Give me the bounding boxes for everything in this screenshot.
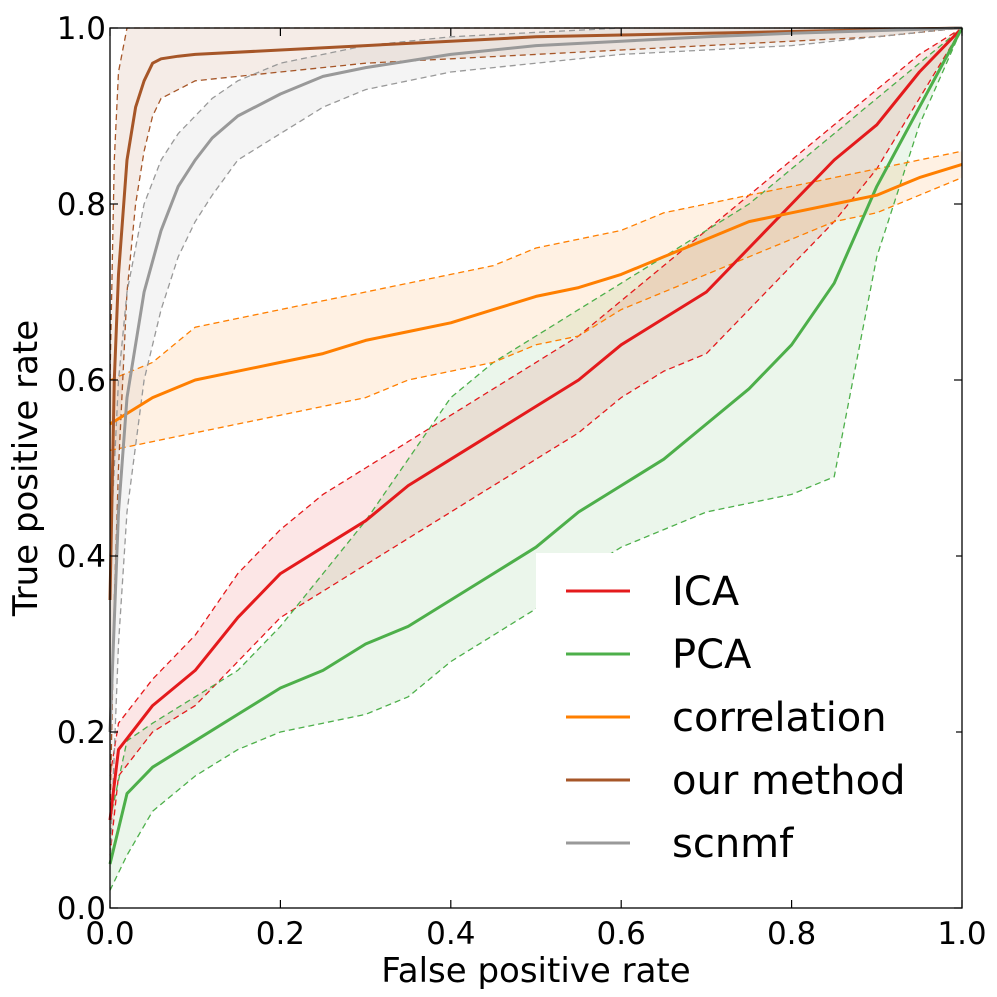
series-lines [108, 26, 964, 865]
scnmf-upper-bound [109, 27, 962, 557]
axis-ticks: 0.0 0.2 0.4 0.6 0.8 1.0 0.0 0.2 0.4 0.6 0.8 1.0 [57, 11, 987, 952]
legend-box [536, 553, 956, 898]
y-tick-label: 1.0 [57, 11, 106, 47]
x-tick-label: 0.6 [597, 916, 646, 952]
correlation-lower-bound [109, 176, 963, 452]
confidence-bands [110, 28, 962, 891]
our-method-line [108, 26, 963, 601]
x-tick-label: 0.0 [85, 916, 134, 952]
scnmf-line [108, 26, 963, 733]
y-axis-label: True positive rate [6, 320, 46, 617]
legend: ICA PCA correlation our method scnmf [536, 553, 956, 898]
correlation-band [110, 151, 962, 451]
legend-label-ica: ICA [672, 569, 740, 615]
y-tick-label: 0.4 [57, 539, 106, 575]
ica-lower-bound [109, 27, 963, 856]
legend-label-correlation: correlation [672, 695, 887, 741]
our-method-lower-bound [109, 27, 963, 821]
correlation-line [109, 162, 963, 426]
x-tick-label: 0.2 [256, 916, 305, 952]
x-axis-label: False positive rate [381, 951, 690, 991]
plot-frame [109, 27, 963, 909]
correlation-upper-bound [109, 150, 963, 381]
y-tick-label: 0.6 [57, 363, 106, 399]
pca-line [108, 27, 964, 865]
x-tick-label: 0.8 [767, 916, 816, 952]
y-tick-label: 0.0 [57, 891, 106, 927]
scnmf-lower-bound [109, 27, 963, 865]
y-tick-label: 0.8 [57, 187, 106, 223]
pca-band [110, 28, 962, 891]
ica-band [110, 28, 962, 856]
ica-line [108, 26, 964, 821]
legend-label-pca: PCA [672, 632, 752, 678]
pca-lower-bound [109, 27, 963, 891]
x-tick-label: 0.4 [426, 916, 475, 952]
legend-label-scnmf: scnmf [672, 821, 794, 867]
legend-label-our-method: our method [672, 758, 905, 804]
x-tick-label: 1.0 [937, 916, 986, 952]
y-tick-label: 0.2 [57, 715, 106, 751]
